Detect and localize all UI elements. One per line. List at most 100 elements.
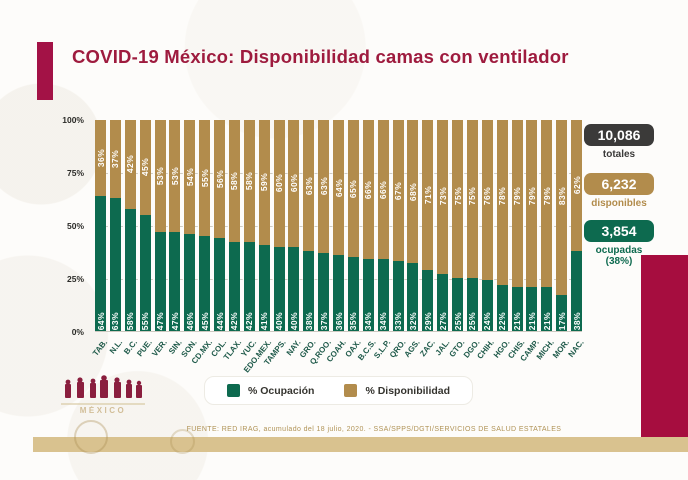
bar-oax: 65% 35% <box>347 120 359 331</box>
disponibilidad-value-label: 53% <box>155 166 165 186</box>
disponibilidad-value-label: 58% <box>244 172 255 191</box>
bar-segment-ocupacion <box>243 242 255 331</box>
bar-segment-ocupacion <box>109 198 121 331</box>
disponibilidad-value-label: 58% <box>229 172 240 191</box>
bar-segment-ocupacion <box>362 259 374 331</box>
ocupacion-value-label: 45% <box>199 311 210 330</box>
bar-camp: 79% 21% <box>526 120 538 331</box>
legend-item-disponibilidad: % Disponibilidad <box>344 384 450 397</box>
disponibilidad-value-label: 71% <box>422 185 433 204</box>
ocupacion-value-label: 40% <box>288 311 299 330</box>
disponibilidad-value-label: 79% <box>526 186 537 206</box>
ocupacion-value-label: 37% <box>318 311 329 330</box>
bar-bcs: 66% 34% <box>362 120 374 331</box>
bar-segment-ocupacion <box>481 280 493 331</box>
bar-edomex: 59% 41% <box>258 120 270 331</box>
bar-pue: 45% 55% <box>139 120 151 331</box>
bar-nay: 60% 40% <box>288 120 300 331</box>
disponibilidad-value-label: 75% <box>467 186 478 206</box>
ocupacion-value-label: 21% <box>512 311 522 330</box>
disponibilidad-value-label: 79% <box>512 186 522 206</box>
bar-segment-ocupacion <box>496 284 508 331</box>
ocupacion-value-label: 38% <box>303 311 314 330</box>
legend-item-ocupacion: % Ocupación <box>226 384 315 397</box>
disponibilidad-value-label: 62% <box>571 176 582 195</box>
ocupacion-value-label: 36% <box>333 311 344 330</box>
ocupacion-value-label: 25% <box>467 311 478 330</box>
logo-wordmark: MÉXICO <box>79 406 127 415</box>
ocupacion-value-label: 33% <box>393 311 403 330</box>
ocupacion-value-label: 58% <box>125 311 136 330</box>
ocupacion-value-label: 24% <box>482 311 493 330</box>
disponibilidad-value-label: 68% <box>407 182 418 201</box>
bar-coah: 64% 36% <box>333 120 344 331</box>
bar-segment-ocupacion <box>526 286 538 331</box>
bar-segment-ocupacion <box>214 238 225 331</box>
y-tick-25: 25% <box>66 274 84 284</box>
disponibilidad-value-label: 76% <box>482 186 493 206</box>
disponibilidad-value-label: 60% <box>288 174 299 193</box>
bar-tamps: 60% 40% <box>273 120 285 331</box>
disponibilidad-value-label: 36% <box>95 148 106 168</box>
source-footnote: FUENTE: RED IRAG, acumulado del 18 julio… <box>186 426 562 433</box>
bar-segment-ocupacion <box>184 233 196 331</box>
legend-pill: % Ocupación % Disponibilidad <box>203 376 474 405</box>
bar-col: 56% 44% <box>214 120 225 331</box>
disponibilidad-value-label: 75% <box>452 186 463 206</box>
bar-son: 54% 46% <box>184 120 196 331</box>
stat-ocupadas-value: 3,854 <box>584 220 654 242</box>
bar-segment-ocupacion <box>392 261 404 331</box>
gobierno-de-mexico-logo: MÉXICO <box>55 374 151 415</box>
bar-ags: 68% 32% <box>407 120 419 331</box>
legend: % Ocupación % Disponibilidad <box>95 376 582 405</box>
bar-mich: 79% 21% <box>541 120 553 331</box>
bar-hgo: 78% 22% <box>496 120 508 331</box>
disponibilidad-value-label: 79% <box>541 186 552 206</box>
bar-nac: 62% 38% <box>571 120 582 331</box>
stat-disponibles-value: 6,232 <box>584 173 654 195</box>
bar-gto: 75% 25% <box>452 120 463 331</box>
bar-segment-ocupacion <box>556 295 568 331</box>
stat-disponibles-label: disponibles <box>591 198 647 209</box>
bar-gro: 63% 38% <box>303 120 315 331</box>
bar-segment-ocupacion <box>288 246 300 331</box>
bar-segment-ocupacion <box>199 236 211 331</box>
ocupacion-value-label: 41% <box>259 311 270 330</box>
ocupacion-swatch-icon <box>226 384 240 397</box>
disponibilidad-value-label: 78% <box>497 186 508 206</box>
ocupacion-value-label: 46% <box>184 311 195 330</box>
disponibilidad-value-label: 83% <box>556 186 567 206</box>
bar-segment-ocupacion <box>511 286 523 331</box>
ocupacion-value-label: 32% <box>407 311 418 330</box>
bar-segment-ocupacion <box>303 250 315 331</box>
bar-cdmx: 55% 45% <box>199 120 211 331</box>
ocupacion-value-label: 34% <box>363 311 374 330</box>
heroes-figures-icon <box>65 375 142 398</box>
ocupacion-value-label: 64% <box>95 311 106 330</box>
bar-ver: 53% 47% <box>154 120 166 331</box>
disponibilidad-value-label: 42% <box>125 155 136 174</box>
ocupacion-value-label: 25% <box>452 311 463 330</box>
bar-segment-ocupacion <box>407 263 419 331</box>
legend-ocupacion-label: % Ocupación <box>247 384 315 397</box>
bar-segment-ocupacion <box>437 274 449 331</box>
disponibilidad-value-label: 63% <box>303 177 314 196</box>
ocupacion-value-label: 40% <box>274 311 284 330</box>
bar-segment-ocupacion <box>541 286 553 331</box>
bar-zac: 71% 29% <box>422 120 434 331</box>
ocupacion-value-label: 42% <box>244 311 255 330</box>
bar-sin: 53% 47% <box>169 120 181 331</box>
seal-watermark-icon <box>74 420 108 454</box>
ocupacion-value-label: 17% <box>556 311 567 330</box>
y-tick-50: 50% <box>66 221 84 231</box>
disponibilidad-value-label: 55% <box>199 168 210 188</box>
bar-segment-ocupacion <box>377 259 389 331</box>
bar-segment-ocupacion <box>154 231 166 331</box>
bar-slp: 66% 34% <box>377 120 389 331</box>
disponibilidad-value-label: 66% <box>363 180 374 199</box>
ocupacion-value-label: 38% <box>571 311 582 330</box>
disponibilidad-value-label: 59% <box>259 173 270 192</box>
ocupacion-value-label: 55% <box>140 311 151 330</box>
stats-panel: 10,086 totales 6,232 disponibles 3,854 o… <box>584 124 654 267</box>
